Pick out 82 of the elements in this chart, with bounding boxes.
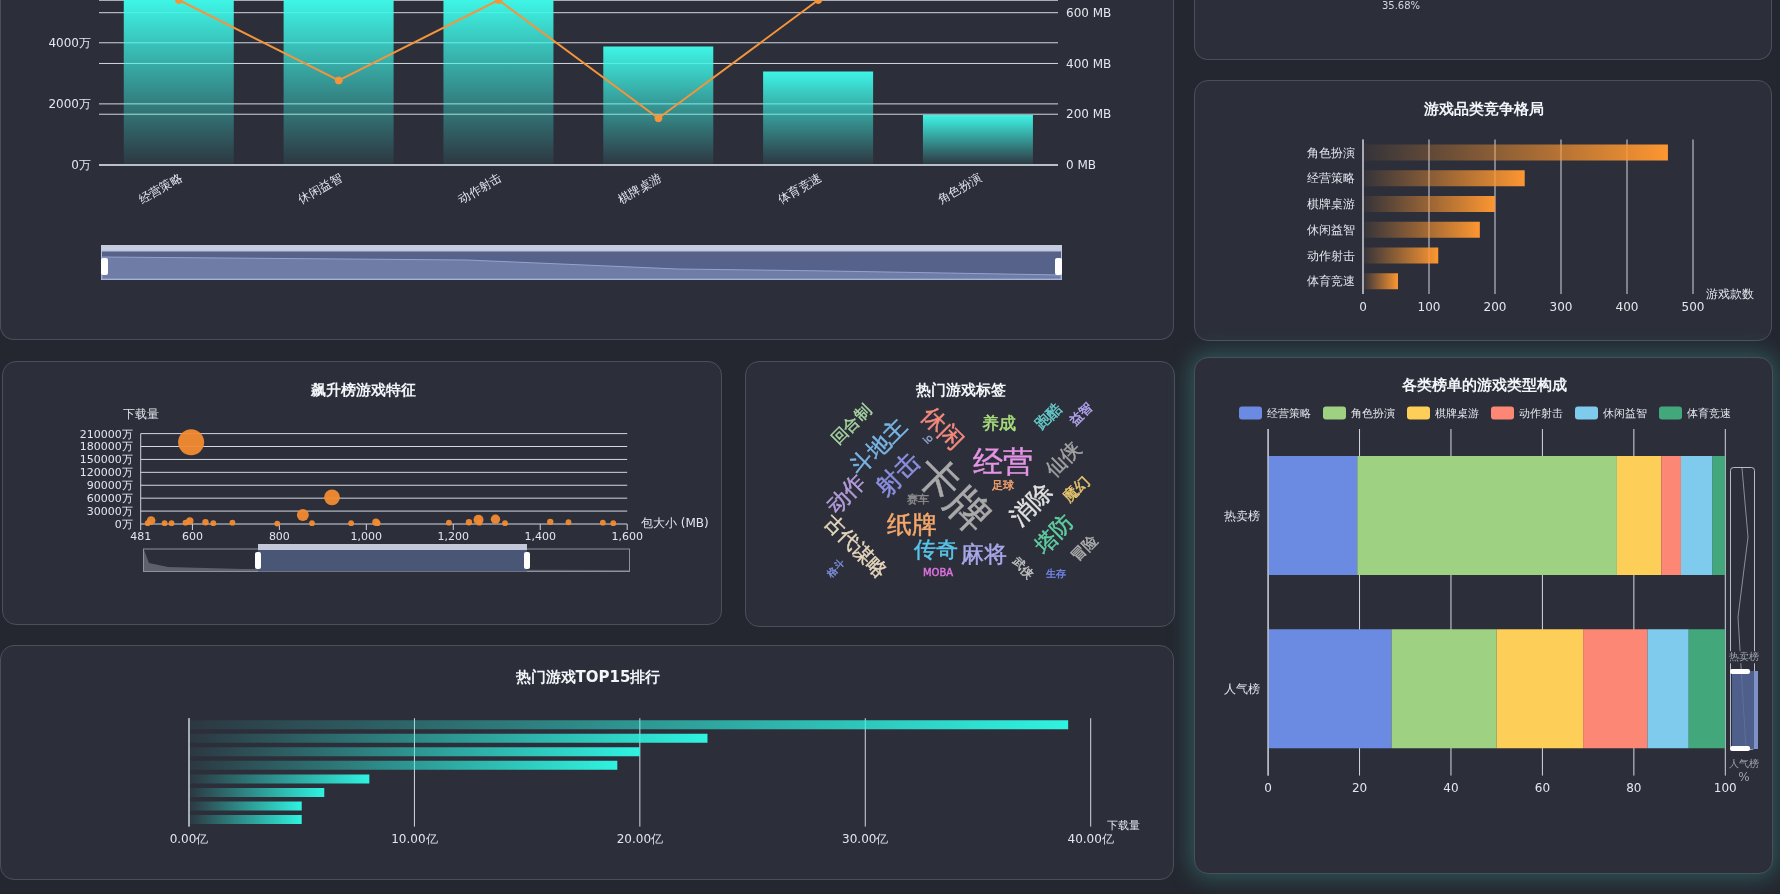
x-tick-label: 经营策略 [136,170,185,207]
category-label: 跑酷 [1031,399,1065,433]
x-tick-label: 20.00亿 [616,832,664,847]
chart-title: 各类榜单的游戏类型构成 [1402,376,1567,395]
y-tick-label: 120000万 [79,466,133,480]
text: 人气榜 [1727,758,1761,770]
category-label: 冒险 [1067,531,1101,565]
category-label: 武侠 [1009,554,1037,582]
x-tick-label: 20 [1351,781,1368,796]
y-tick-label: 动作射击 [1307,248,1355,263]
y2-tick-label: 200 MB [1066,107,1112,122]
y-tick-label: 180000万 [79,440,133,454]
y-tick-label: 角色扮演 [1307,145,1355,160]
x-axis-title: 包大小 (MB) [641,515,709,531]
category-label: 生存 [1046,567,1066,579]
legend-label: 角色扮演 [1350,405,1395,421]
y-tick-label: 0万 [71,158,91,173]
x-axis-title: 游戏款数 [1706,286,1754,302]
x-tick-label: 休闲益智 [295,170,345,207]
x-tick-label: 动作射击 [455,170,505,207]
y-axis-title: 下载量 [122,406,159,422]
x-tick-label: 80 [1626,781,1642,796]
legend-label: 棋牌桌游 [1434,405,1479,421]
x-tick-label: 10.00亿 [391,832,438,847]
category-label: io [920,431,936,447]
chart-title: 飙升榜游戏特征 [310,381,416,400]
y-tick-label: 210000万 [79,427,133,441]
category-label: 麻将 [961,541,1007,567]
y2-tick-label: 400 MB [1066,56,1112,71]
x-tick-label: 40.00亿 [1067,832,1114,847]
text: 热卖榜 [1727,651,1761,663]
legend-label: 动作射击 [1518,405,1563,421]
y-tick-label: 90000万 [86,479,133,493]
category-label: MOBA [922,566,954,578]
x-tick-label: 0.00亿 [169,832,209,847]
y-tick-label: 4000万 [48,36,91,51]
x-tick-label: 0 [1264,781,1272,796]
category-label: 足球 [992,478,1014,492]
x-tick-label: 100 [1417,299,1441,314]
y-tick-label: 0万 [114,517,133,531]
chart-title: 热门游戏TOP15排行 [515,667,661,687]
y-tick-label: 30000万 [86,504,133,518]
y-tick-label: 2000万 [48,97,91,112]
x-tick-label: 1,200 [437,529,470,543]
y2-tick-label: 600 MB [1066,5,1112,20]
category-label: 传奇 [914,536,958,562]
text: 35.68% [1381,0,1421,12]
legend-label: 经营策略 [1266,405,1311,421]
x-tick-label: 800 [268,529,290,543]
x-axis-title: % [1738,770,1750,785]
x-tick-label: 481 [130,529,152,543]
x-tick-label: 0 [1359,299,1367,314]
x-tick-label: 1,000 [350,529,383,543]
x-tick-label: 1,600 [611,529,643,543]
text: 热门游戏标签 [916,381,1006,400]
legend-label: 体育竞速 [1686,405,1731,421]
category-label: 养成 [982,413,1016,433]
category-label: 益智 [1066,399,1096,429]
y-tick-label: 体育竞速 [1307,274,1355,289]
y2-tick-label: 0 MB [1066,158,1097,173]
x-tick-label: 30.00亿 [842,832,889,847]
x-tick-label: 200 [1483,299,1507,314]
y-tick-label: 休闲益智 [1307,222,1355,237]
x-tick-label: 100 [1713,781,1737,796]
y-tick-label: 60000万 [86,492,133,506]
category-label: 经营 [973,443,1033,479]
legend-label: 休闲益智 [1602,405,1647,421]
category-label: 纸牌 [887,509,937,539]
x-tick-label: 角色扮演 [935,170,984,207]
x-tick-label: 1,400 [524,529,556,543]
x-tick-label: 体育竞速 [775,170,825,207]
chart-title: 游戏品类竞争格局 [1424,100,1544,119]
x-tick-label: 60 [1534,781,1551,796]
y-tick-label: 150000万 [79,453,133,467]
x-tick-label: 棋牌桌游 [615,170,665,207]
x-tick-label: 40 [1443,781,1459,796]
x-tick-label: 600 [181,529,203,543]
x-axis-title: 下载量 [1107,818,1140,832]
x-tick-label: 500 [1681,299,1705,314]
category-label: 格斗 [824,557,847,580]
x-tick-label: 400 [1615,299,1639,314]
x-tick-label: 300 [1549,299,1573,314]
